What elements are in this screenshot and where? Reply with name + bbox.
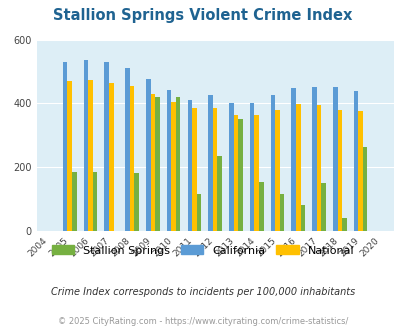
Bar — [353, 91, 358, 231]
Bar — [83, 60, 88, 231]
Bar — [196, 194, 201, 231]
Bar — [187, 100, 192, 231]
Bar — [208, 95, 212, 231]
Bar — [175, 97, 180, 231]
Bar — [279, 194, 283, 231]
Bar — [130, 86, 134, 231]
Bar — [233, 115, 238, 231]
Bar — [93, 172, 97, 231]
Bar — [311, 87, 316, 231]
Text: Crime Index corresponds to incidents per 100,000 inhabitants: Crime Index corresponds to incidents per… — [51, 287, 354, 297]
Bar — [254, 115, 258, 231]
Bar — [238, 119, 242, 231]
Bar — [72, 172, 77, 231]
Bar — [217, 156, 222, 231]
Bar — [341, 217, 346, 231]
Bar — [362, 147, 367, 231]
Bar — [300, 206, 305, 231]
Bar — [155, 97, 159, 231]
Bar — [320, 183, 325, 231]
Bar — [166, 90, 171, 231]
Bar — [88, 80, 93, 231]
Bar — [125, 68, 130, 231]
Bar — [63, 62, 67, 231]
Legend: Stallion Springs, California, National: Stallion Springs, California, National — [47, 241, 358, 260]
Bar — [134, 173, 139, 231]
Bar — [258, 182, 263, 231]
Bar — [316, 105, 320, 231]
Bar — [358, 112, 362, 231]
Bar — [249, 103, 254, 231]
Bar — [212, 108, 217, 231]
Bar — [192, 108, 196, 231]
Bar — [291, 88, 295, 231]
Bar — [171, 102, 175, 231]
Bar — [228, 103, 233, 231]
Bar — [295, 104, 300, 231]
Bar — [275, 110, 279, 231]
Text: © 2025 CityRating.com - https://www.cityrating.com/crime-statistics/: © 2025 CityRating.com - https://www.city… — [58, 317, 347, 326]
Bar — [67, 81, 72, 231]
Bar — [270, 95, 275, 231]
Text: Stallion Springs Violent Crime Index: Stallion Springs Violent Crime Index — [53, 8, 352, 23]
Bar — [109, 82, 113, 231]
Bar — [146, 80, 150, 231]
Bar — [104, 62, 109, 231]
Bar — [332, 87, 337, 231]
Bar — [337, 110, 341, 231]
Bar — [150, 94, 155, 231]
